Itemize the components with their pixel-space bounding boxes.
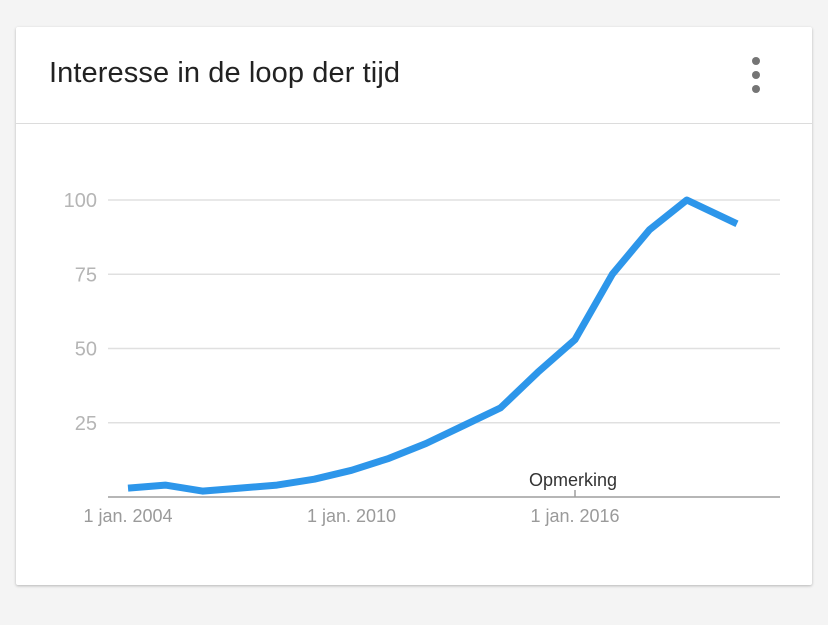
y-tick-label: 25 bbox=[75, 413, 97, 435]
y-tick-label: 50 bbox=[75, 339, 97, 361]
card-title: Interesse in de loop der tijd bbox=[49, 57, 401, 89]
x-tick-label: 1 jan. 2004 bbox=[83, 506, 172, 526]
interest-over-time-card: Interesse in de loop der tijd bbox=[16, 27, 812, 585]
y-tick-label: 75 bbox=[75, 264, 97, 286]
card-header: Interesse in de loop der tijd bbox=[16, 27, 812, 124]
more-dot bbox=[752, 85, 760, 93]
y-tick-label: 100 bbox=[64, 190, 97, 212]
x-tick-label: 1 jan. 2016 bbox=[530, 506, 619, 526]
more-dot bbox=[752, 57, 760, 65]
x-tick-label: 1 jan. 2010 bbox=[307, 506, 396, 526]
more-vert-icon[interactable] bbox=[740, 55, 772, 95]
more-dot bbox=[752, 71, 760, 79]
annotation-label: Opmerking bbox=[529, 470, 617, 490]
series-line bbox=[127, 196, 739, 495]
